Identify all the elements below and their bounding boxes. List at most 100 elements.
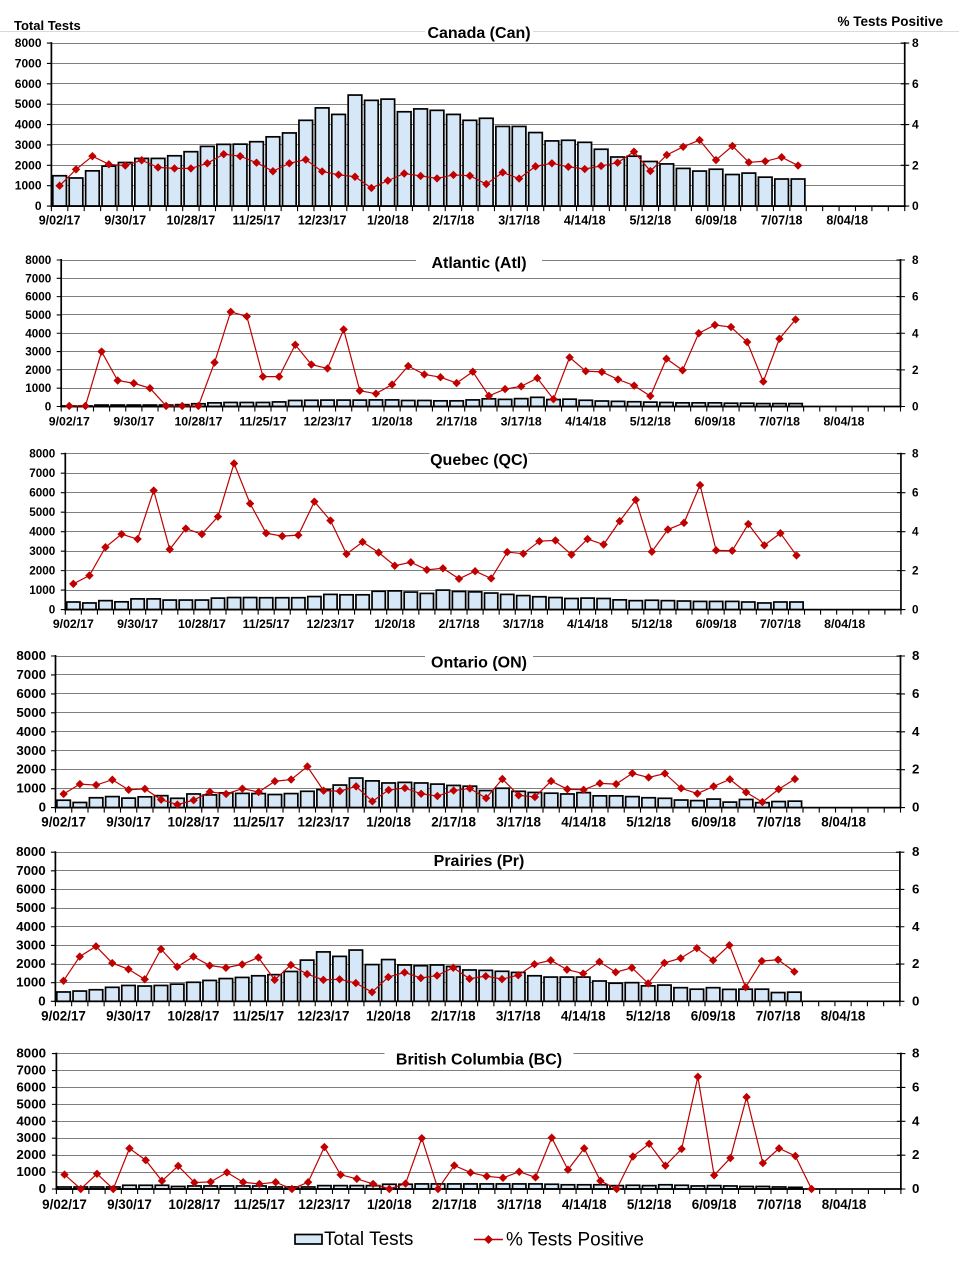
svg-text:6/09/18: 6/09/18	[695, 214, 737, 228]
svg-text:8: 8	[912, 1046, 919, 1061]
svg-text:2000: 2000	[15, 158, 42, 172]
svg-text:0: 0	[49, 604, 56, 617]
svg-text:6000: 6000	[25, 291, 52, 304]
svg-text:8000: 8000	[15, 36, 42, 50]
svg-text:8/04/18: 8/04/18	[821, 815, 866, 830]
svg-text:4: 4	[912, 1113, 920, 1128]
svg-text:4/14/18: 4/14/18	[564, 214, 606, 228]
svg-text:10/28/17: 10/28/17	[168, 1197, 220, 1212]
svg-text:1/20/18: 1/20/18	[374, 617, 415, 631]
svg-text:7/07/18: 7/07/18	[757, 1197, 802, 1212]
svg-text:8000: 8000	[16, 648, 46, 663]
svg-text:4000: 4000	[29, 526, 56, 539]
svg-text:9/02/17: 9/02/17	[41, 815, 86, 830]
svg-text:10/28/17: 10/28/17	[168, 815, 220, 830]
svg-text:Canada (Can): Canada (Can)	[427, 25, 530, 42]
svg-text:0: 0	[912, 199, 919, 213]
svg-text:8000: 8000	[16, 1046, 46, 1061]
svg-text:6000: 6000	[16, 686, 46, 701]
svg-text:5/12/18: 5/12/18	[631, 617, 672, 631]
svg-text:6: 6	[912, 291, 919, 304]
svg-text:Total Tests: Total Tests	[324, 1229, 413, 1250]
svg-text:8/04/18: 8/04/18	[824, 617, 865, 631]
svg-text:6/09/18: 6/09/18	[694, 414, 735, 428]
svg-text:5000: 5000	[29, 506, 56, 519]
svg-text:4: 4	[912, 919, 920, 934]
svg-text:0: 0	[45, 401, 52, 414]
svg-text:2/17/18: 2/17/18	[433, 214, 475, 228]
svg-text:Atlantic (Atl): Atlantic (Atl)	[431, 255, 526, 272]
svg-text:8: 8	[912, 448, 919, 461]
svg-text:1000: 1000	[15, 179, 42, 193]
svg-text:Ontario (ON): Ontario (ON)	[431, 655, 527, 672]
svg-text:6/09/18: 6/09/18	[691, 1009, 736, 1024]
svg-text:6000: 6000	[16, 1079, 46, 1094]
svg-text:5000: 5000	[16, 900, 46, 915]
svg-text:6/09/18: 6/09/18	[696, 617, 737, 631]
svg-text:2000: 2000	[16, 1147, 46, 1162]
svg-text:6000: 6000	[16, 881, 46, 896]
svg-text:4/14/18: 4/14/18	[561, 1009, 606, 1024]
svg-text:1000: 1000	[25, 382, 52, 395]
svg-text:2/17/18: 2/17/18	[431, 815, 476, 830]
svg-text:0: 0	[912, 1181, 919, 1196]
svg-text:5/12/18: 5/12/18	[626, 1009, 671, 1024]
svg-text:Prairies (Pr): Prairies (Pr)	[434, 853, 525, 870]
svg-text:12/23/17: 12/23/17	[304, 414, 352, 428]
svg-text:2: 2	[912, 364, 919, 377]
svg-text:9/30/17: 9/30/17	[107, 1197, 152, 1212]
svg-text:1/20/18: 1/20/18	[366, 1009, 411, 1024]
svg-text:9/02/17: 9/02/17	[39, 214, 81, 228]
svg-text:12/23/17: 12/23/17	[307, 617, 355, 631]
svg-text:11/25/17: 11/25/17	[233, 214, 281, 228]
svg-text:2000: 2000	[16, 762, 46, 777]
svg-text:4/14/18: 4/14/18	[561, 815, 606, 830]
svg-text:0: 0	[35, 199, 42, 213]
svg-text:6/09/18: 6/09/18	[691, 815, 736, 830]
svg-text:1/20/18: 1/20/18	[367, 214, 409, 228]
svg-text:10/28/17: 10/28/17	[174, 414, 222, 428]
svg-text:3000: 3000	[15, 138, 42, 152]
svg-text:5000: 5000	[16, 1096, 46, 1111]
svg-text:9/02/17: 9/02/17	[42, 1197, 87, 1212]
svg-text:11/25/17: 11/25/17	[233, 1009, 284, 1024]
svg-text:7000: 7000	[29, 467, 56, 480]
svg-text:7000: 7000	[16, 667, 46, 682]
svg-text:5/12/18: 5/12/18	[630, 414, 671, 428]
svg-text:4000: 4000	[16, 919, 46, 934]
svg-text:8000: 8000	[16, 844, 46, 859]
svg-text:11/25/17: 11/25/17	[233, 815, 284, 830]
svg-text:2/17/18: 2/17/18	[439, 617, 480, 631]
svg-text:10/28/17: 10/28/17	[167, 1009, 219, 1024]
svg-text:2: 2	[912, 158, 919, 172]
svg-text:1000: 1000	[16, 1164, 46, 1179]
svg-text:3/17/18: 3/17/18	[496, 815, 541, 830]
svg-text:1000: 1000	[29, 584, 56, 597]
svg-text:4: 4	[912, 118, 919, 132]
svg-text:5000: 5000	[16, 705, 46, 720]
svg-text:11/25/17: 11/25/17	[239, 414, 286, 428]
svg-text:8: 8	[912, 36, 919, 50]
svg-text:7000: 7000	[16, 863, 46, 878]
svg-text:6000: 6000	[29, 487, 56, 500]
svg-text:6: 6	[912, 686, 919, 701]
svg-text:4000: 4000	[15, 118, 42, 132]
svg-text:11/25/17: 11/25/17	[234, 1197, 285, 1212]
svg-text:7000: 7000	[15, 56, 42, 70]
svg-text:9/30/17: 9/30/17	[113, 414, 154, 428]
svg-text:4/14/18: 4/14/18	[567, 617, 608, 631]
svg-text:11/25/17: 11/25/17	[243, 617, 290, 631]
svg-text:7000: 7000	[16, 1063, 46, 1078]
svg-text:3000: 3000	[29, 545, 56, 558]
svg-text:5/12/18: 5/12/18	[627, 1197, 672, 1212]
svg-text:4000: 4000	[16, 724, 46, 739]
svg-text:7/07/18: 7/07/18	[756, 1009, 801, 1024]
svg-text:7/07/18: 7/07/18	[760, 617, 801, 631]
svg-text:4: 4	[912, 526, 919, 539]
svg-text:3000: 3000	[16, 937, 46, 952]
svg-text:British Columbia (BC): British Columbia (BC)	[396, 1052, 562, 1069]
svg-text:4000: 4000	[16, 1113, 46, 1128]
svg-text:0: 0	[912, 401, 919, 414]
svg-text:5000: 5000	[25, 309, 52, 322]
svg-text:7/07/18: 7/07/18	[761, 214, 803, 228]
